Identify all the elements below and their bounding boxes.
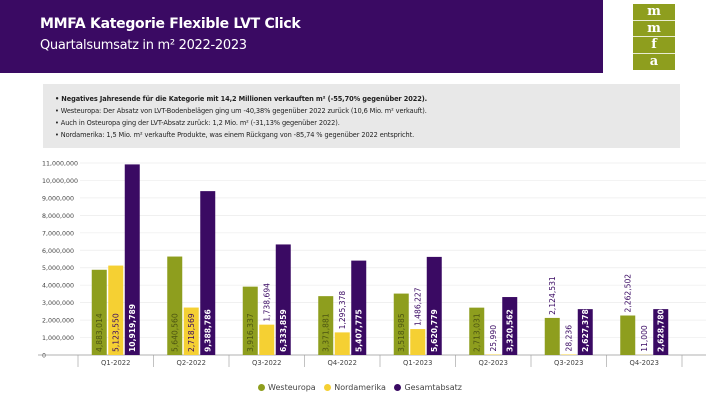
bar-gesamtabsatz [275, 244, 291, 355]
legend-item-nordamerika: Nordamerika [324, 383, 386, 392]
logo-letter: a [649, 53, 659, 69]
bar-westeuropa [393, 293, 409, 355]
y-tick-label: 10,000,000 [42, 178, 78, 185]
data-label: 5,640,560 [170, 313, 179, 352]
note-line: • Nordamerika: 1,5 Mio. m² verkaufte Pro… [55, 131, 415, 139]
data-label: 11,000 [640, 325, 649, 352]
bar-gesamtabsatz [577, 309, 593, 355]
bar-nordamerika [410, 329, 426, 355]
data-label: 4,883,014 [95, 313, 104, 352]
y-tick-label: 11,000,000 [42, 161, 78, 168]
x-tick-label: Q4-2022 [328, 359, 357, 367]
legend-dot-icon [394, 384, 402, 391]
bar-westeuropa [620, 315, 636, 355]
note-line: • Negatives Jahresende für die Kategorie… [55, 95, 428, 103]
y-tick-label: 0 [42, 353, 46, 360]
logo-letter: f [633, 37, 675, 54]
y-tick-label: 7,000,000 [42, 230, 74, 237]
bar-nordamerika [334, 332, 350, 355]
data-label: 5,407,775 [354, 309, 363, 352]
y-tick-label: 4,000,000 [42, 283, 74, 290]
bar-westeuropa [318, 296, 334, 355]
bar-gesamtabsatz [502, 297, 518, 355]
legend-label: Nordamerika [334, 383, 386, 392]
data-label: 3,320,562 [505, 309, 514, 352]
data-label: 2,124,531 [548, 276, 557, 315]
chart-legend: Westeuropa Nordamerika Gesamtabsatz [0, 383, 720, 392]
data-label: 1,486,227 [413, 287, 422, 326]
summary-notes-box: • Negatives Jahresende für die Kategorie… [43, 84, 680, 148]
data-label: 25,990 [489, 325, 498, 352]
logo-letter: m [633, 21, 675, 37]
y-tick-label: 1,000,000 [42, 335, 74, 342]
data-label: 2,627,378 [581, 309, 590, 352]
mmfa-logo: m m f a [633, 4, 675, 70]
data-label: 3,916,337 [246, 313, 255, 352]
bar-chart: 0 1,000,000 2,000,000 3,000,000 4,000,000 5,0… [38, 161, 706, 367]
bar-westeuropa [91, 269, 107, 355]
header-banner: MMFA Kategorie Flexible LVT Click Quarta… [0, 0, 603, 73]
x-tick-label: Q3-2022 [252, 359, 281, 367]
y-tick-label: 6,000,000 [42, 248, 74, 255]
y-tick-label: 8,000,000 [42, 213, 74, 220]
y-tick-label: 2,000,000 [42, 318, 74, 325]
legend-item-westeuropa: Westeuropa [258, 383, 316, 392]
page-title: MMFA Kategorie Flexible LVT Click [40, 16, 301, 32]
bar-gesamtabsatz [351, 260, 367, 355]
bar-gesamtabsatz [124, 164, 140, 355]
data-label: 3,371,881 [321, 313, 330, 352]
data-label: 3,518,985 [397, 313, 406, 352]
bar-westeuropa [544, 317, 560, 355]
bar-gesamtabsatz [653, 309, 669, 355]
data-label: 9,388,786 [203, 309, 212, 352]
bar-westeuropa [469, 307, 485, 355]
legend-dot-icon [324, 384, 332, 391]
data-label: 1,738,694 [262, 283, 271, 322]
data-label: 6,333,859 [279, 309, 288, 352]
data-label: 2,628,780 [656, 309, 665, 352]
data-label: 2,713,031 [472, 313, 481, 352]
y-tick-label: 5,000,000 [42, 265, 74, 272]
bar-westeuropa [242, 286, 258, 355]
bar-gesamtabsatz [200, 191, 216, 355]
note-line: • Westeuropa: Der Absatz von LVT-Bodenbe… [55, 107, 427, 115]
data-label: 5,123,550 [111, 313, 120, 352]
bar-gesamtabsatz [426, 256, 442, 355]
bar-nordamerika [108, 265, 124, 355]
data-label: 1,295,378 [338, 291, 347, 330]
y-tick-label: 3,000,000 [42, 300, 74, 307]
bar-nordamerika [259, 324, 275, 355]
data-label: 2,718,569 [187, 313, 196, 352]
logo-letter: m [633, 4, 675, 21]
page-subtitle: Quartalsumsatz in m² 2022-2023 [40, 38, 247, 53]
data-label: 2,262,502 [623, 274, 632, 313]
x-tick-label: Q3-2023 [554, 359, 583, 367]
data-label: 10,919,789 [128, 304, 137, 352]
y-tick-label: 9,000,000 [42, 195, 74, 202]
data-label: 28,236 [564, 325, 573, 352]
bar-westeuropa [167, 256, 183, 355]
data-label: 5,620,779 [430, 309, 439, 352]
x-tick-label: Q2-2023 [479, 359, 508, 367]
x-tick-label: Q4-2023 [630, 359, 659, 367]
x-tick-label: Q1-2022 [101, 359, 130, 367]
note-line: • Auch in Osteuropa ging der LVT-Absatz … [55, 119, 340, 127]
bar-nordamerika [183, 307, 199, 355]
legend-dot-icon [258, 384, 266, 391]
x-tick-label: Q1-2023 [403, 359, 432, 367]
x-tick-label: Q2-2022 [177, 359, 206, 367]
legend-label: Westeuropa [268, 383, 316, 392]
legend-label: Gesamtabsatz [404, 383, 462, 392]
legend-item-gesamtabsatz: Gesamtabsatz [394, 383, 462, 392]
